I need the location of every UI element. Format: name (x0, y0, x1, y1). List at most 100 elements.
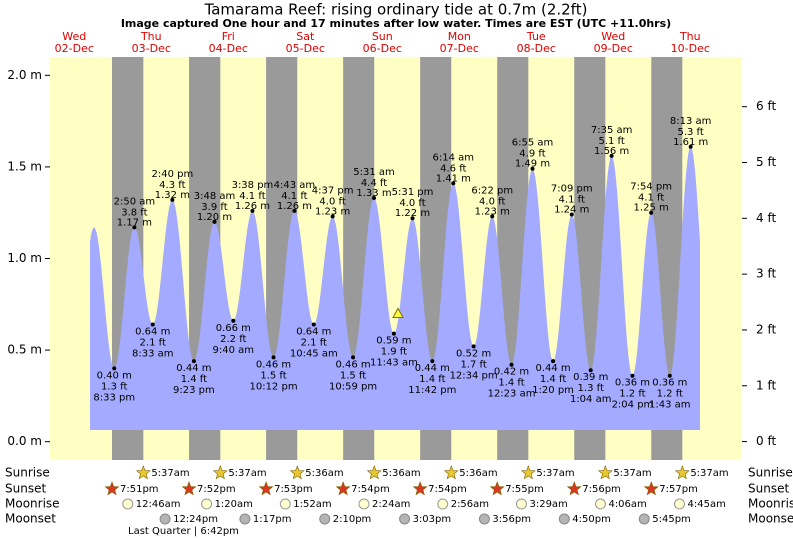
extreme-m: 0.66 m (216, 323, 251, 334)
extreme-time: 8:33 am (132, 348, 174, 359)
day-name: Thu (140, 30, 162, 43)
row-time: 5:37am (151, 468, 189, 479)
extreme-time: 1:20 pm (532, 385, 574, 396)
y2-tick-label: 2 ft (756, 322, 776, 336)
extreme-ft: 1.3 ft (578, 383, 604, 394)
moonrise-icon (674, 498, 686, 510)
extreme-m: 0.39 m (573, 372, 608, 383)
tide-extreme (667, 373, 672, 378)
extreme-ft: 3.8 ft (121, 207, 147, 218)
row-time: 7:53pm (274, 484, 313, 495)
extreme-m: 0.36 m (615, 378, 650, 389)
y2-tick-label: 5 ft (756, 155, 776, 169)
moonrise-icon (358, 498, 370, 510)
extreme-ft: 1.5 ft (340, 370, 366, 381)
tide-extreme (292, 208, 297, 213)
moonrise-icon (122, 498, 134, 510)
tide-extreme (112, 366, 117, 371)
tide-extreme (530, 166, 535, 171)
day-date: 06-Dec (363, 42, 402, 55)
tide-extreme (471, 344, 476, 349)
y-tick-label: 1.5 m (7, 159, 42, 173)
row-time: 1:52am (293, 499, 331, 510)
row-label: Moonset (5, 512, 56, 526)
tide-extreme (551, 359, 556, 364)
tide-extreme (410, 216, 415, 221)
extreme-time: 10:12 pm (249, 381, 297, 392)
extreme-ft: 4.1 ft (281, 191, 307, 202)
moonrise-icon (201, 498, 213, 510)
sunset-icon (258, 481, 274, 496)
tide-extreme (509, 362, 514, 367)
sunset-icon (489, 481, 505, 496)
y-tick-label: 2.0 m (7, 68, 42, 82)
y-tick-label: 0.0 m (7, 434, 42, 448)
moonset-icon (638, 513, 650, 525)
tide-extreme (371, 196, 376, 201)
row-time: 4:06am (608, 499, 646, 510)
row-time: 5:37am (690, 468, 728, 479)
row-time: 1:20am (215, 499, 253, 510)
moonrise-icon (594, 498, 606, 510)
tide-extreme (351, 355, 356, 360)
sunrise-icon (520, 465, 536, 480)
extreme-ft: 1.2 ft (619, 389, 645, 400)
extreme-m: 1.26 m (235, 201, 270, 212)
extreme-m: 1.17 m (117, 217, 152, 228)
extreme-ft: 4.1 ft (239, 191, 265, 202)
extreme-ft: 4.1 ft (638, 193, 664, 204)
moonset-icon (159, 513, 171, 525)
tide-extreme (569, 212, 574, 217)
extreme-ft: 5.1 ft (598, 136, 624, 147)
row-time: 5:36am (459, 468, 497, 479)
extreme-time: 1:43 am (649, 400, 691, 411)
tide-extreme (311, 322, 316, 327)
moonset-icon (399, 513, 411, 525)
day-date: 08-Dec (517, 42, 556, 55)
row-label-right: Moonrise (748, 497, 793, 511)
row-time: 5:37am (613, 468, 651, 479)
tide-extreme (630, 373, 635, 378)
y2-tick-label: 0 ft (756, 434, 776, 448)
extreme-m: 0.64 m (135, 326, 170, 337)
day-name: Wed (601, 30, 625, 43)
tide-extreme (330, 214, 335, 219)
extreme-m: 1.33 m (356, 188, 391, 199)
sunrise-icon (597, 465, 613, 480)
extreme-m: 1.61 m (673, 137, 708, 148)
extreme-m: 0.42 m (494, 367, 529, 378)
extreme-m: 1.24 m (554, 205, 589, 216)
extreme-ft: 4.6 ft (440, 163, 466, 174)
extreme-time: 11:43 am (370, 358, 418, 369)
tide-extreme (150, 322, 155, 327)
extreme-time: 8:13 am (670, 116, 712, 127)
day-name: Thu (679, 30, 701, 43)
y-tick-label: 0.5 m (7, 343, 42, 357)
moonrise-icon (515, 498, 527, 510)
moonrise-icon (279, 498, 291, 510)
moonset-icon (478, 513, 490, 525)
sunset-icon (104, 481, 120, 496)
extreme-time: 3:38 pm (232, 180, 274, 191)
row-time: 7:54pm (428, 484, 467, 495)
y2-tick-label: 3 ft (756, 267, 776, 281)
sunset-icon (181, 481, 197, 496)
y-tick-label: 1.0 m (7, 251, 42, 265)
extreme-ft: 4.0 ft (319, 196, 345, 207)
extreme-m: 0.44 m (176, 363, 211, 374)
row-time: 12:24pm (173, 514, 218, 525)
day-date: 04-Dec (209, 42, 248, 55)
tide-extreme (191, 359, 196, 364)
chart-subtitle: Image captured One hour and 17 minutes a… (121, 17, 671, 30)
extreme-ft: 2.1 ft (140, 337, 166, 348)
day-date: 07-Dec (440, 42, 479, 55)
extreme-m: 1.20 m (197, 212, 232, 223)
sunrise-icon (366, 465, 382, 480)
day-name: Wed (62, 30, 86, 43)
day-date: 03-Dec (132, 42, 171, 55)
extreme-m: 0.44 m (535, 363, 570, 374)
sunset-icon (335, 481, 351, 496)
row-time: 3:56pm (492, 514, 531, 525)
row-label: Sunrise (5, 466, 50, 480)
extreme-m: 1.41 m (436, 173, 471, 184)
